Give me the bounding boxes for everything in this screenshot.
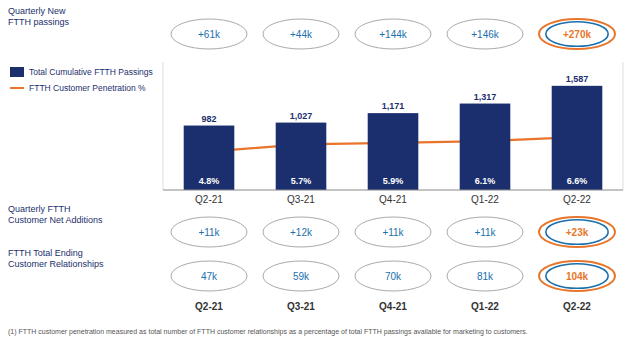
section-label: Quarterly NewFTTH passings [8,6,70,27]
value-ellipse [171,19,247,49]
bar [276,123,327,190]
y-axis-line [163,62,164,190]
penetration-label: 5.9% [383,176,404,186]
value-ellipse [447,19,523,49]
quarter-label: Q3-21 [287,301,315,312]
value-ellipse [263,261,339,291]
section-label: FTTH Total EndingCustomer Relationships [8,248,104,269]
text-line: Quarterly New [8,6,66,16]
value-label: +144k [379,29,408,40]
bar-value-label: 1,171 [382,101,405,111]
quarter-label: Q1-22 [471,301,499,312]
value-label: +61k [198,29,221,40]
text-line: FTTH passings [8,17,70,27]
bar [460,104,511,190]
bar-value-label: 1,027 [290,111,313,121]
value-label: +44k [290,29,313,40]
x-tick-label: Q3-21 [287,194,315,205]
text-line: FTTH Total Ending [8,248,83,258]
value-label: 81k [477,271,494,282]
legend-label: FTTH Customer Penetration % [29,83,146,93]
value-label: +11k [382,227,404,238]
legend-swatch [10,67,24,77]
penetration-label: 6.6% [567,176,588,186]
value-ellipse [539,261,615,291]
value-ellipse [447,261,523,291]
highlight-ellipse [546,264,608,289]
value-label: 47k [201,271,218,282]
text-line: Quarterly FTTH [8,204,71,214]
value-label: 59k [293,271,310,282]
penetration-label: 6.1% [475,176,496,186]
bar [552,86,603,190]
quarter-label: Q2-22 [563,301,591,312]
bar [184,126,235,190]
section-label: Quarterly FTTHCustomer Net Additions [8,204,103,225]
legend-label: Total Cumulative FTTH Passings [29,67,153,77]
value-label: +270k [563,29,592,40]
penetration-label: 4.8% [199,176,220,186]
highlight-ellipse [546,22,608,47]
value-label: +11k [474,227,496,238]
x-tick-label: Q4-21 [379,194,407,205]
value-ellipse [447,217,523,247]
bar-value-label: 1,317 [474,92,497,102]
value-ellipse [263,19,339,49]
x-tick-label: Q2-21 [195,194,223,205]
value-ellipse [539,217,615,247]
text-line: Customer Net Additions [8,215,103,225]
footnote: (1) FTTH customer penetration measured a… [8,328,528,336]
x-tick-label: Q1-22 [471,194,499,205]
value-ellipse [355,19,431,49]
value-label: +23k [566,227,589,238]
bar-value-label: 1,587 [566,74,589,84]
value-label: +146k [471,29,500,40]
highlight-ellipse [546,220,608,245]
quarter-label: Q2-21 [195,301,223,312]
value-label: +12k [290,227,313,238]
legend-swatch [10,87,24,89]
value-ellipse [263,217,339,247]
value-label: 70k [385,271,402,282]
y2-axis-line [623,62,624,190]
quarter-label: Q4-21 [379,301,407,312]
value-ellipse [355,217,431,247]
penetration-label: 5.7% [291,176,312,186]
value-ellipse [171,261,247,291]
text-line: Customer Relationships [8,259,104,269]
value-ellipse [539,19,615,49]
x-axis-line [163,190,623,191]
value-label: 104k [566,271,589,282]
bar-value-label: 982 [201,114,216,124]
value-ellipse [171,217,247,247]
bar [368,113,419,190]
value-ellipse [355,261,431,291]
value-label: +11k [198,227,220,238]
x-tick-label: Q2-22 [563,194,591,205]
